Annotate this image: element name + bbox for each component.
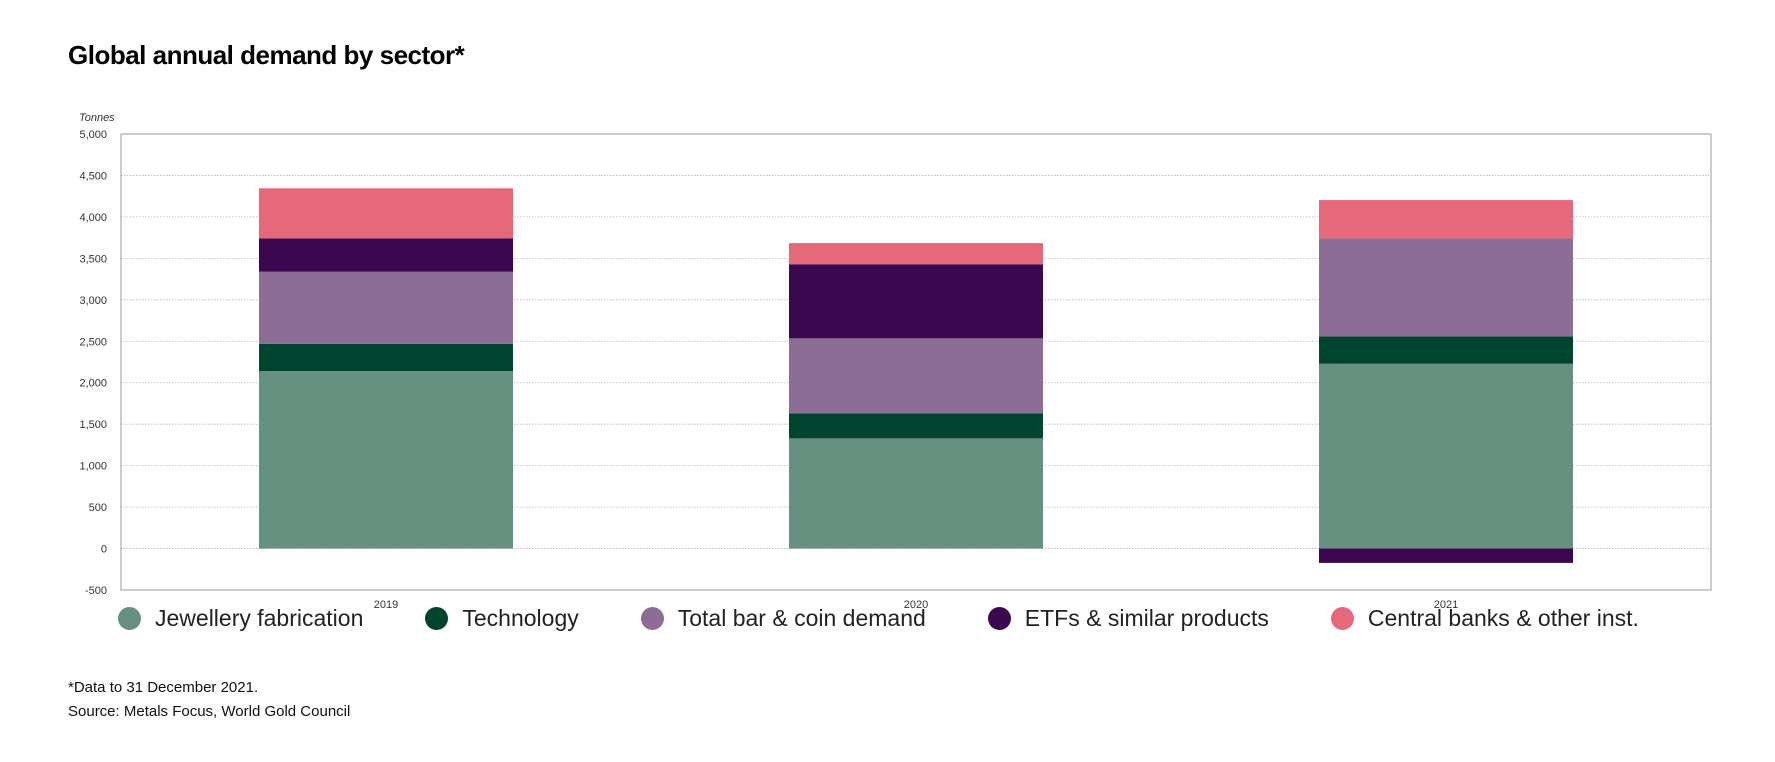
y-tick-label: 1,500 bbox=[79, 419, 107, 431]
y-tick-label: 3,500 bbox=[79, 253, 107, 265]
bar-segment bbox=[259, 271, 513, 344]
bar-segment bbox=[789, 413, 1043, 439]
legend-label: ETFs & similar products bbox=[1024, 605, 1269, 631]
x-tick-label: 2021 bbox=[1434, 599, 1458, 610]
legend-item: ETFs & similar products bbox=[987, 605, 1269, 632]
legend-item: Technology bbox=[425, 605, 579, 632]
y-tick-label: 3,000 bbox=[79, 295, 107, 307]
bar-segment bbox=[1319, 238, 1573, 337]
legend-item: Jewellery fabrication bbox=[118, 605, 363, 632]
bar-segment bbox=[789, 243, 1043, 265]
legend-swatch bbox=[640, 607, 664, 630]
bar-segment bbox=[259, 188, 513, 239]
legend-item: Total bar & coin demand bbox=[640, 605, 926, 632]
y-tick-label: 4,000 bbox=[79, 212, 107, 224]
y-axis-ticks: -500 0 500 1,000 1,500 2,000 2,500 3,000 3,500 4,… bbox=[79, 129, 107, 597]
x-axis-ticks: 2019 2020 2021 bbox=[374, 599, 1458, 610]
bar-segment bbox=[789, 438, 1043, 549]
legend-label: Jewellery fabrication bbox=[155, 605, 364, 631]
bar-segment bbox=[1319, 200, 1573, 239]
y-tick-label: 2,000 bbox=[79, 378, 107, 390]
legend-label: Technology bbox=[462, 605, 579, 631]
y-tick-label: 4,500 bbox=[79, 170, 107, 182]
legend: Jewellery fabrication Technology Total bar… bbox=[118, 605, 1639, 632]
plot-frame bbox=[120, 133, 1712, 591]
legend-swatch bbox=[987, 607, 1011, 630]
legend-swatch bbox=[425, 607, 449, 630]
bar-segment bbox=[259, 343, 513, 372]
x-tick-label: 2019 bbox=[374, 599, 398, 610]
x-tick-label: 2020 bbox=[904, 599, 928, 610]
footnote: *Data to 31 December 2021. bbox=[68, 679, 259, 696]
y-axis-unit-label: Tonnes bbox=[79, 112, 115, 124]
y-tick-label: -500 bbox=[85, 585, 107, 597]
y-tick-label: 0 bbox=[101, 544, 107, 556]
y-tick-label: 5,000 bbox=[79, 129, 107, 141]
y-tick-label: 2,500 bbox=[79, 336, 107, 348]
legend-label: Total bar & coin demand bbox=[677, 605, 926, 631]
bar-segment bbox=[1319, 336, 1573, 364]
bar-segment bbox=[1319, 548, 1573, 563]
chart-title: Global annual demand by sector* bbox=[68, 40, 465, 70]
bar-segment bbox=[789, 264, 1043, 339]
stacked-bar-chart: -500 0 500 1,000 1,500 2,000 2,500 3,000 3,500 4,… bbox=[79, 129, 1712, 610]
source-note: Source: Metals Focus, World Gold Council bbox=[68, 703, 351, 720]
legend-swatch bbox=[118, 607, 141, 630]
bar-segment bbox=[1319, 363, 1573, 549]
y-tick-label: 500 bbox=[89, 502, 107, 514]
bar-segment bbox=[259, 238, 513, 272]
legend-swatch bbox=[1330, 607, 1354, 630]
legend-item: Central banks & other inst. bbox=[1330, 605, 1639, 632]
bars bbox=[259, 188, 1573, 563]
bar-segment bbox=[259, 371, 513, 549]
y-tick-label: 1,000 bbox=[79, 461, 107, 473]
bar-segment bbox=[789, 338, 1043, 414]
legend-label: Central banks & other inst. bbox=[1367, 605, 1639, 631]
